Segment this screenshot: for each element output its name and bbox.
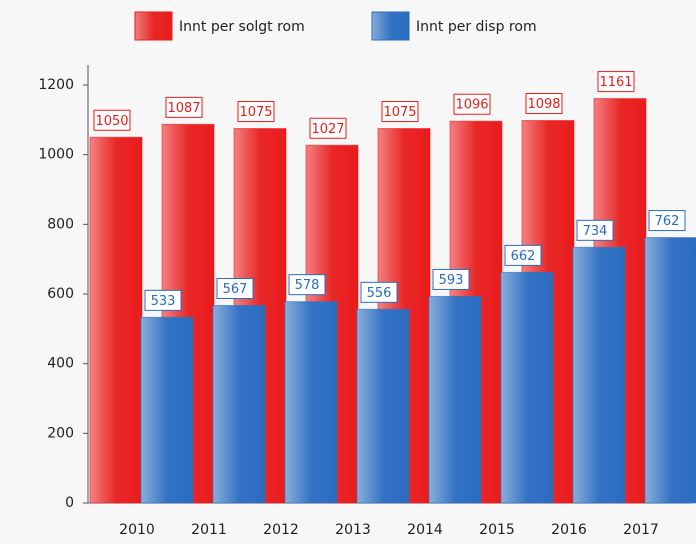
x-tick-label: 2013: [335, 522, 371, 538]
value-label: 1075: [383, 105, 416, 120]
legend-swatch: [134, 11, 173, 41]
value-label: 593: [439, 273, 464, 288]
y-tick-label: 200: [47, 425, 74, 441]
value-label: 1161: [599, 75, 632, 90]
value-label-box: [381, 101, 419, 123]
value-label-box: [288, 274, 326, 296]
y-tick-label: 600: [47, 286, 74, 302]
value-label: 1087: [167, 101, 200, 116]
bar: [140, 316, 194, 504]
y-tick-label: 1200: [38, 77, 74, 93]
value-label-box: [525, 93, 563, 115]
value-label: 533: [151, 294, 176, 309]
x-tick-label: 2015: [479, 522, 515, 538]
value-label: 762: [655, 214, 680, 229]
x-tick-label: 2010: [119, 522, 155, 538]
value-label: 734: [583, 224, 608, 239]
y-tick-label: 800: [47, 216, 74, 232]
value-label-box: [576, 219, 614, 241]
bar: [644, 237, 696, 504]
x-tick-label: 2011: [191, 522, 227, 538]
legend-label: Innt per disp rom: [416, 19, 537, 35]
y-tick-label: 0: [65, 495, 74, 511]
bar: [89, 136, 143, 504]
bar: [500, 271, 554, 504]
value-label: 567: [223, 282, 248, 297]
x-tick-label: 2012: [263, 522, 299, 538]
legend-label: Innt per solgt rom: [179, 19, 305, 35]
x-tick-label: 2017: [623, 522, 659, 538]
value-label: 556: [367, 286, 392, 301]
legend-swatch: [371, 11, 410, 41]
value-label: 1098: [527, 97, 560, 112]
value-label: 578: [295, 278, 320, 293]
value-label-box: [309, 117, 347, 139]
value-label-box: [453, 93, 491, 115]
bar: [212, 304, 266, 504]
value-label-box: [597, 71, 635, 93]
bar: [284, 301, 338, 504]
x-tick-label: 2016: [551, 522, 587, 538]
y-tick-label: 1000: [38, 147, 74, 163]
value-label-box: [165, 96, 203, 118]
value-label: 1075: [239, 105, 272, 120]
value-label: 1096: [455, 98, 488, 113]
value-label-box: [648, 210, 686, 232]
value-label-box: [237, 101, 275, 123]
y-tick-label: 400: [47, 356, 74, 372]
value-label: 662: [511, 249, 536, 264]
bar: [428, 295, 482, 504]
value-label-box: [144, 289, 182, 311]
value-label-box: [360, 281, 398, 303]
value-label-box: [432, 268, 470, 290]
bar: [356, 308, 410, 504]
x-tick-label: 2014: [407, 522, 443, 538]
value-label: 1050: [95, 114, 128, 129]
value-label-box: [93, 109, 131, 131]
value-label-box: [504, 244, 542, 266]
value-label: 1027: [311, 122, 344, 137]
value-label-box: [216, 277, 254, 299]
bar: [572, 246, 626, 504]
